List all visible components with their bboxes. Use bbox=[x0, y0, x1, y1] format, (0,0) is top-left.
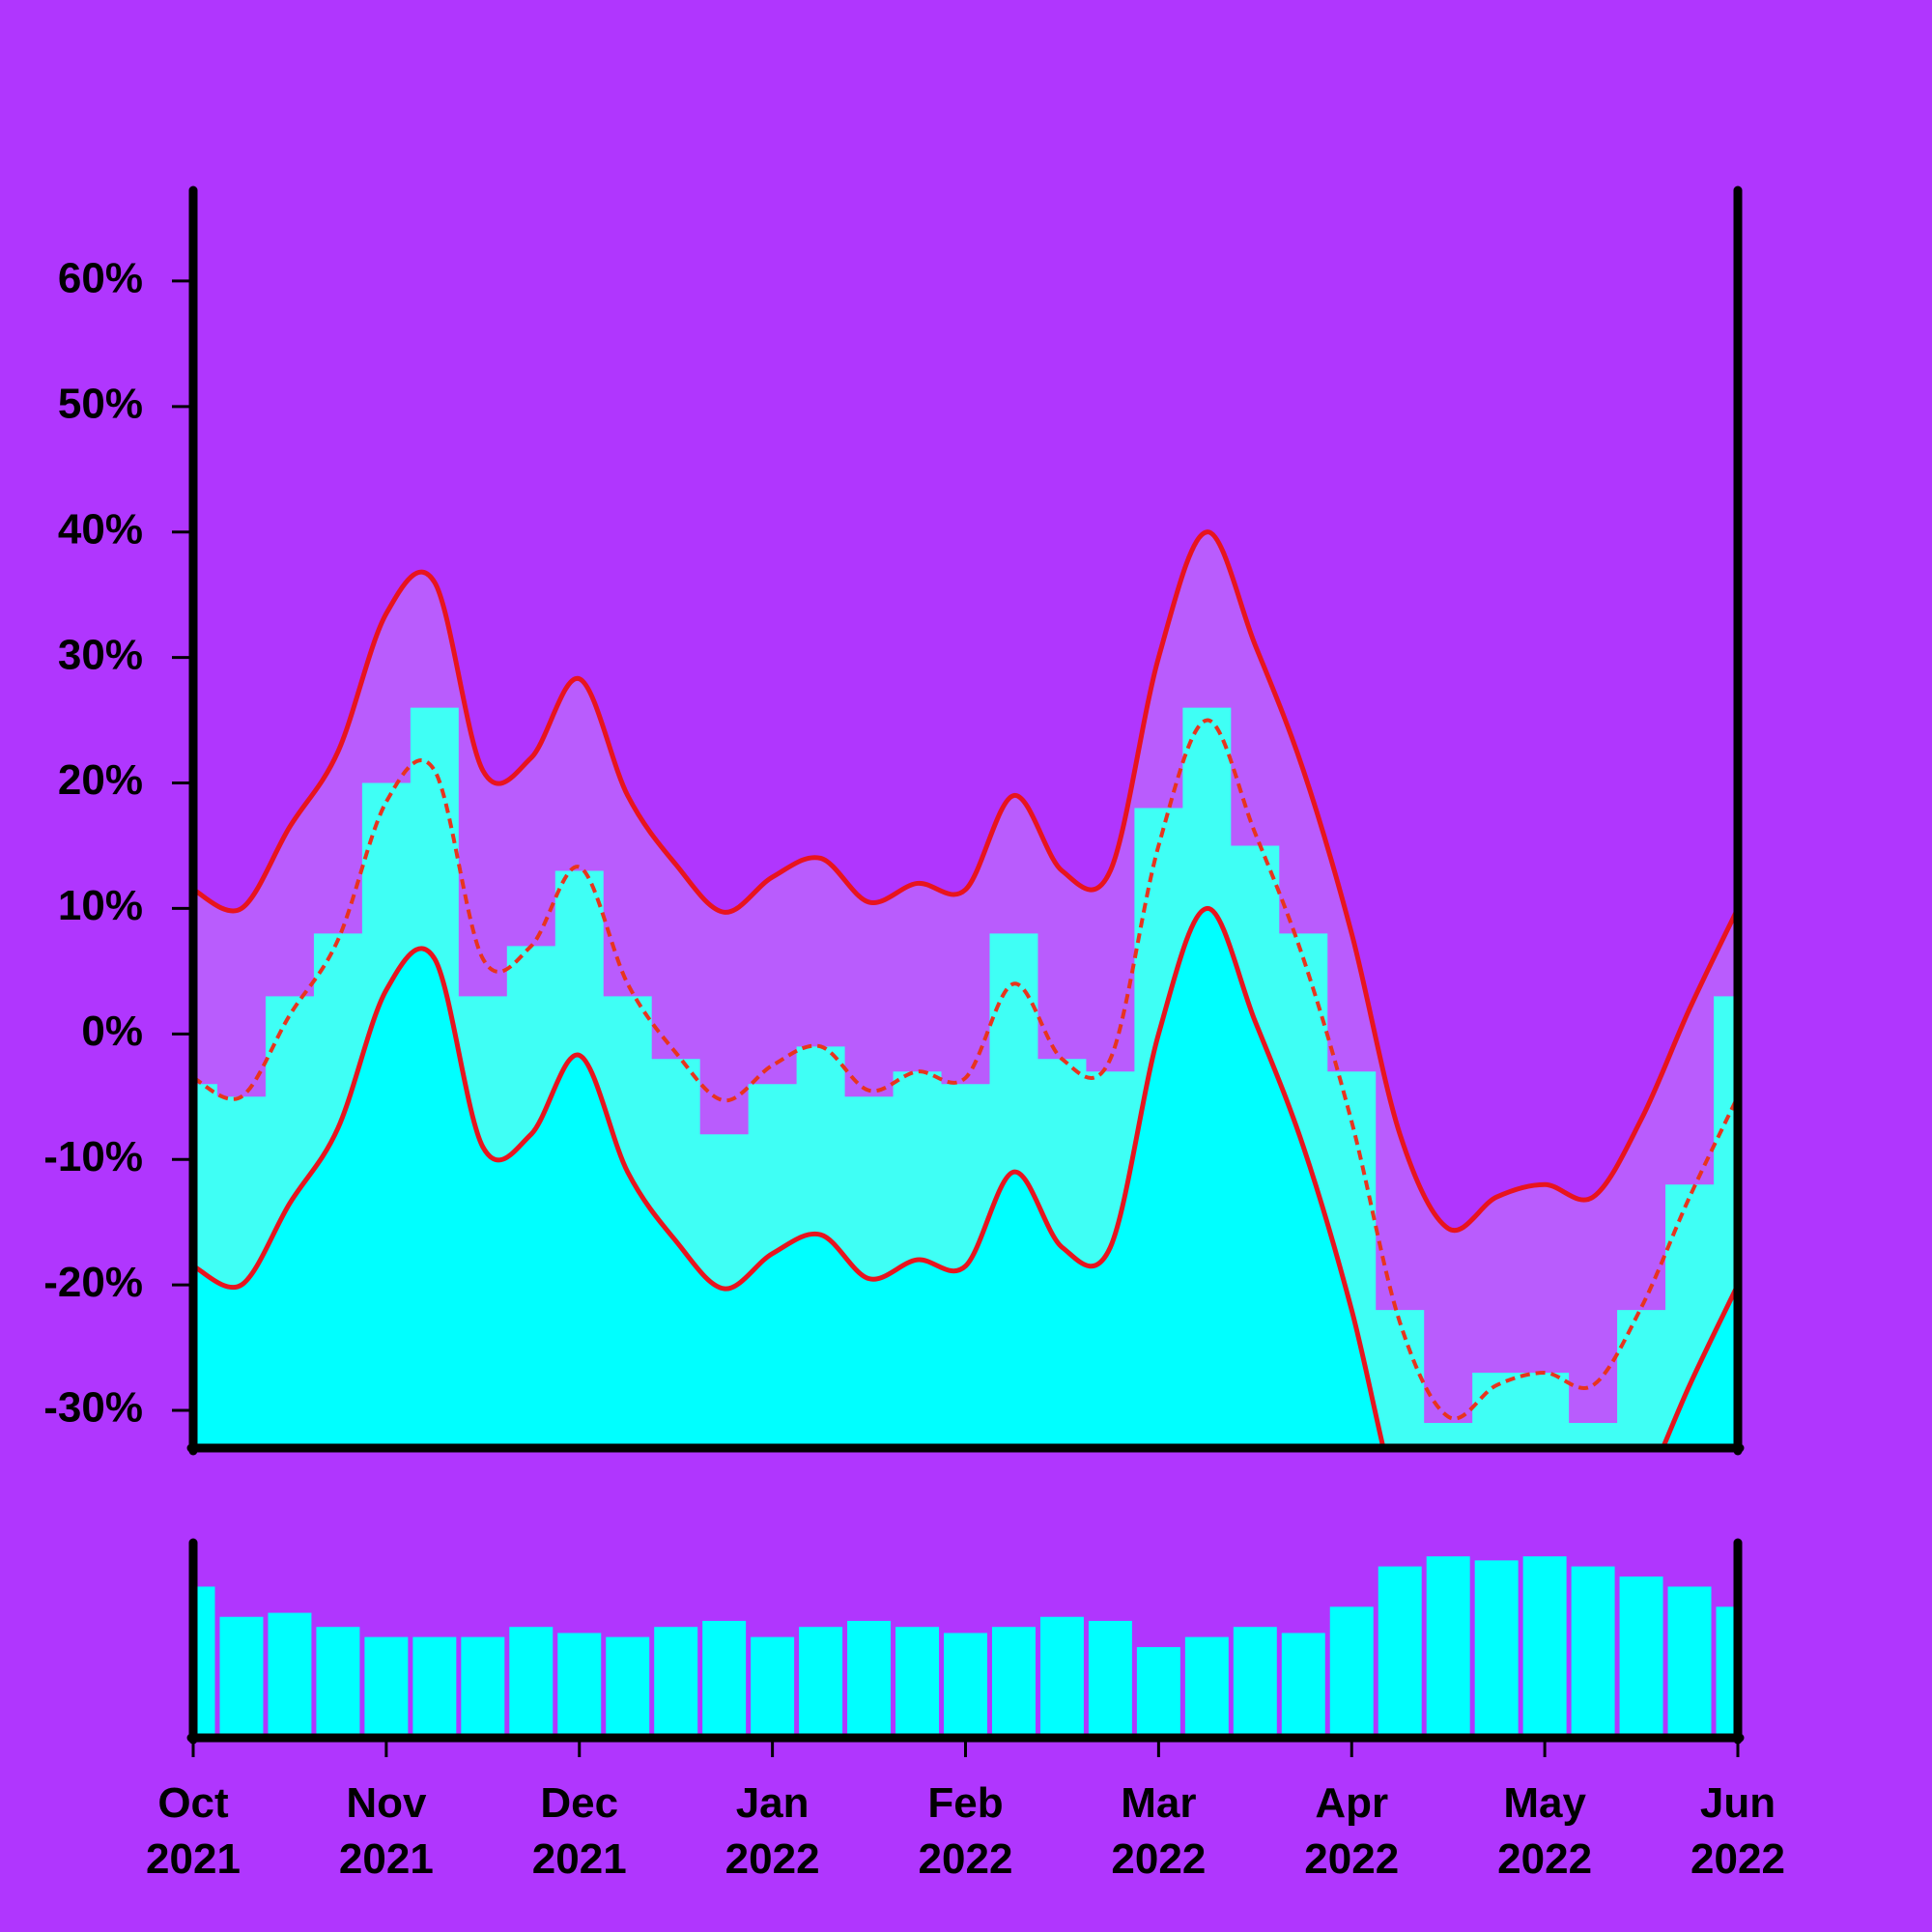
volume-bar bbox=[1329, 1606, 1374, 1738]
volume-bar bbox=[509, 1627, 554, 1738]
volume-bar bbox=[702, 1620, 747, 1738]
volume-bar bbox=[268, 1612, 312, 1738]
y-tick-label: 0% bbox=[81, 1008, 143, 1055]
volume-bar bbox=[557, 1633, 602, 1738]
volume-bar bbox=[1378, 1566, 1422, 1738]
volume-bar bbox=[316, 1627, 360, 1738]
y-tick-label: 40% bbox=[58, 505, 143, 553]
volume-bar bbox=[461, 1636, 505, 1738]
volume-bar bbox=[895, 1627, 940, 1738]
volume-bar bbox=[1571, 1566, 1615, 1738]
y-tick-label: -10% bbox=[43, 1133, 143, 1180]
volume-bar bbox=[606, 1636, 650, 1738]
axes: -30% -20% -10% 0% 10% 20% 30% 40% 50% 60% bbox=[43, 185, 1745, 1757]
x-tick-label: Jan 2022 bbox=[724, 1779, 820, 1883]
x-tick-label: Oct 2021 bbox=[146, 1779, 241, 1883]
volume-bar bbox=[1233, 1627, 1277, 1738]
volume-bar bbox=[364, 1636, 409, 1738]
y-tick-label: -30% bbox=[43, 1384, 143, 1432]
volume-bar bbox=[193, 1586, 215, 1738]
y-tick-label: 20% bbox=[58, 756, 143, 804]
volume-bar bbox=[219, 1616, 264, 1738]
volume-bar bbox=[1522, 1556, 1567, 1738]
plot-area bbox=[193, 529, 1738, 1448]
volume-bar bbox=[1039, 1616, 1084, 1738]
x-tick-label: Dec 2021 bbox=[531, 1779, 627, 1883]
volume-bar bbox=[1667, 1586, 1712, 1738]
y-tick-label: 50% bbox=[58, 380, 143, 427]
volume-bar bbox=[1619, 1577, 1663, 1738]
y-tick-label: 30% bbox=[58, 631, 143, 678]
x-tick-label: Mar 2022 bbox=[1111, 1779, 1207, 1883]
x-tick-label: Feb 2022 bbox=[918, 1779, 1013, 1883]
y-tick-label: 10% bbox=[58, 882, 143, 929]
volume-bar bbox=[944, 1633, 987, 1738]
volume-bar bbox=[1281, 1633, 1325, 1738]
y-tick-label: 60% bbox=[58, 255, 143, 302]
volume-bar bbox=[1716, 1606, 1738, 1738]
volume-bar bbox=[751, 1636, 795, 1738]
volume-bar bbox=[1426, 1556, 1470, 1738]
upper-line bbox=[193, 529, 1738, 1234]
volume-bar bbox=[991, 1627, 1036, 1738]
x-tick-label: Apr 2022 bbox=[1304, 1779, 1400, 1883]
x-tick-label: May 2022 bbox=[1497, 1779, 1593, 1883]
volume-bar bbox=[1474, 1560, 1519, 1738]
volume-bar bbox=[412, 1636, 457, 1738]
middle-line bbox=[193, 718, 1738, 1421]
lower-line bbox=[193, 905, 1738, 1448]
volume-bar bbox=[1184, 1636, 1229, 1738]
volume-panel bbox=[193, 1556, 1738, 1738]
volume-bar bbox=[847, 1620, 892, 1738]
volume-bar bbox=[1136, 1647, 1180, 1738]
volume-bar bbox=[1088, 1620, 1132, 1738]
volume-bar bbox=[799, 1627, 843, 1738]
x-tick-label: Nov 2021 bbox=[338, 1779, 434, 1883]
y-tick-label: -20% bbox=[43, 1259, 143, 1306]
x-tick-label: Jun 2022 bbox=[1690, 1779, 1785, 1883]
volume-bar bbox=[654, 1627, 698, 1738]
